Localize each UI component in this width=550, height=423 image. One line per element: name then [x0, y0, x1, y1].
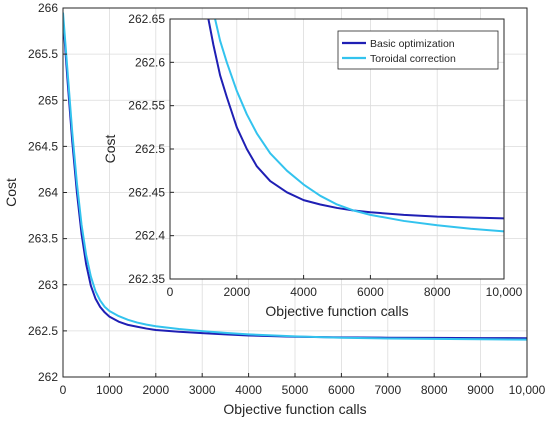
main-x-tick-label: 10,000: [509, 383, 546, 397]
main-x-tick-label: 2000: [142, 383, 169, 397]
main-y-tick-label: 263.5: [28, 232, 58, 246]
inset-x-axis-label: Objective function calls: [265, 303, 408, 319]
main-y-axis-label: Cost: [3, 178, 19, 207]
main-series-toroidal-correction: [63, 12, 527, 341]
inset-y-axis-label: Cost: [102, 135, 118, 164]
inset-series-toroidal-correction: [214, 19, 504, 233]
inset-legend: Basic optimization Toroidal correction: [337, 30, 499, 70]
legend-entry-label: Toroidal correction: [370, 53, 456, 65]
main-x-tick-label: 3000: [189, 383, 216, 397]
inset-series-basic-optimization: [207, 19, 504, 220]
inset-y-tick-label: 262.6: [135, 55, 165, 69]
inset-y-tick-label: 262.35: [128, 272, 165, 286]
main-x-tick-label: 8000: [421, 383, 448, 397]
main-y-tick-label: 264.5: [28, 139, 58, 153]
main-y-tick-label: 263: [38, 278, 58, 292]
inset-y-tick-label: 262.55: [128, 99, 165, 113]
inset-y-tick-label: 262.65: [128, 12, 165, 26]
inset-x-tick-label: 4000: [290, 285, 317, 299]
main-y-tick-label: 262: [38, 370, 58, 384]
main-y-tick-label: 265.5: [28, 47, 58, 61]
inset-x-tick-label: 10,000: [486, 285, 523, 299]
main-x-tick-label: 5000: [282, 383, 309, 397]
legend-box: [337, 30, 499, 70]
inset-y-tick-label: 262.4: [135, 229, 165, 243]
main-x-tick-label: 9000: [467, 383, 494, 397]
main-y-tick-label: 266: [38, 1, 58, 15]
inset-chart: 0 2000 4000 6000 8000 10,000 262.35 262.4 262.45…: [102, 12, 523, 319]
inset-x-tick-label: 2000: [223, 285, 250, 299]
main-x-tick-label: 4000: [235, 383, 262, 397]
main-x-tick-label: 6000: [328, 383, 355, 397]
main-x-axis-label: Objective function calls: [223, 401, 366, 417]
inset-x-tick-label: 8000: [424, 285, 451, 299]
main-x-tick-label: 7000: [374, 383, 401, 397]
main-y-tick-label: 262.5: [28, 324, 58, 338]
inset-x-tick-label: 6000: [357, 285, 384, 299]
main-x-tick-label: 0: [60, 383, 67, 397]
main-x-tick-label: 1000: [96, 383, 123, 397]
legend-entry-label: Basic optimization: [370, 38, 455, 50]
main-y-tick-label: 264: [38, 186, 58, 200]
inset-y-tick-label: 262.45: [128, 185, 165, 199]
inset-x-tick-label: 0: [167, 285, 174, 299]
main-y-tick-label: 265: [38, 93, 58, 107]
inset-y-tick-label: 262.5: [135, 142, 165, 156]
